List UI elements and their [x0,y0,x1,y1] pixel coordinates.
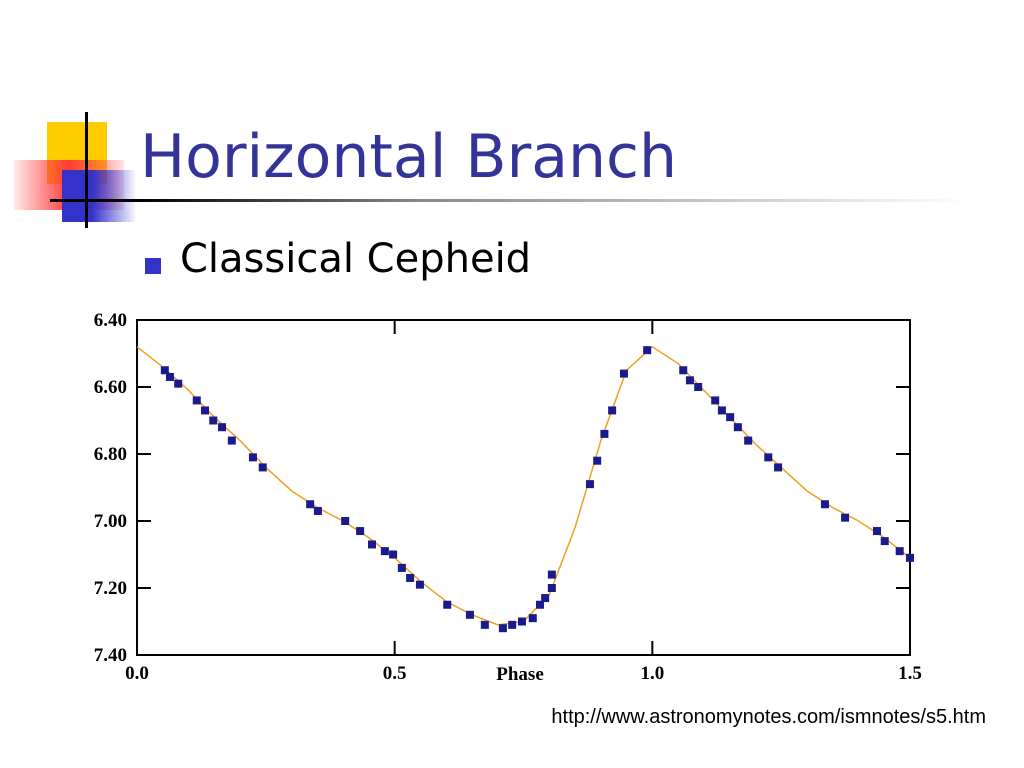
data-point [218,423,227,432]
data-point [192,396,201,405]
data-point [880,537,889,546]
x-axis-label: Phase [496,664,544,685]
blue-square [62,170,137,222]
vertical-rule [85,112,88,228]
data-point [248,453,257,462]
bullet-text: Classical Cepheid [180,236,532,282]
bullet-marker [145,258,161,274]
y-tick-label: 7.20 [94,578,127,599]
data-point [380,547,389,556]
data-point [341,517,350,525]
data-point [480,620,489,629]
data-point [593,456,602,465]
horizontal-rule [50,199,970,202]
x-tick-label: 1.0 [640,663,664,684]
data-point [517,617,526,626]
data-point [356,527,365,536]
y-tick-label: 7.00 [94,511,127,532]
data-point [313,506,322,515]
data-point [465,610,474,619]
y-tick-label: 6.80 [94,444,127,465]
data-point [733,423,742,432]
data-point [547,570,556,579]
data-point [873,527,882,536]
x-tick-label: 0.0 [125,663,149,684]
data-point [528,614,537,623]
y-tick-label: 7.40 [94,645,127,666]
data-point [406,573,415,582]
data-point [619,369,628,378]
data-point [415,580,424,589]
data-point [209,416,218,425]
data-point [367,540,376,549]
data-point [679,366,688,375]
data-point [397,563,406,572]
data-point [711,396,720,405]
data-point [643,346,652,355]
data-point [498,624,507,633]
data-point [820,500,829,509]
data-point [906,553,914,562]
data-point [508,620,517,629]
plot-frame [136,319,911,656]
data-point [541,594,550,603]
data-point [535,600,544,609]
data-point [306,500,315,509]
data-point [600,429,609,438]
fit-curve [136,345,911,626]
data-point [841,513,850,522]
data-point [694,383,703,391]
data-point [547,584,556,592]
data-point [174,379,183,388]
data-point [585,480,594,489]
data-point [227,436,236,445]
slide-title: Horizontal Branch [140,122,678,192]
data-point [160,366,169,375]
y-tick-label: 6.40 [94,310,127,331]
data-point [258,463,267,472]
data-point [744,436,753,445]
data-point [685,376,694,385]
data-point [895,547,904,556]
data-point [165,372,174,381]
data-point [726,413,735,422]
data-point [201,406,210,415]
data-point [717,406,726,415]
x-tick-label: 0.5 [383,663,407,684]
data-point [443,600,452,609]
data-point [764,453,773,462]
x-tick-label: 1.5 [898,663,922,684]
y-tick-label: 6.60 [94,377,127,398]
data-point [389,550,398,559]
data-point [608,406,617,415]
source-link: http://www.astronomynotes.com/ismnotes/s… [551,706,986,728]
data-point [774,463,783,472]
